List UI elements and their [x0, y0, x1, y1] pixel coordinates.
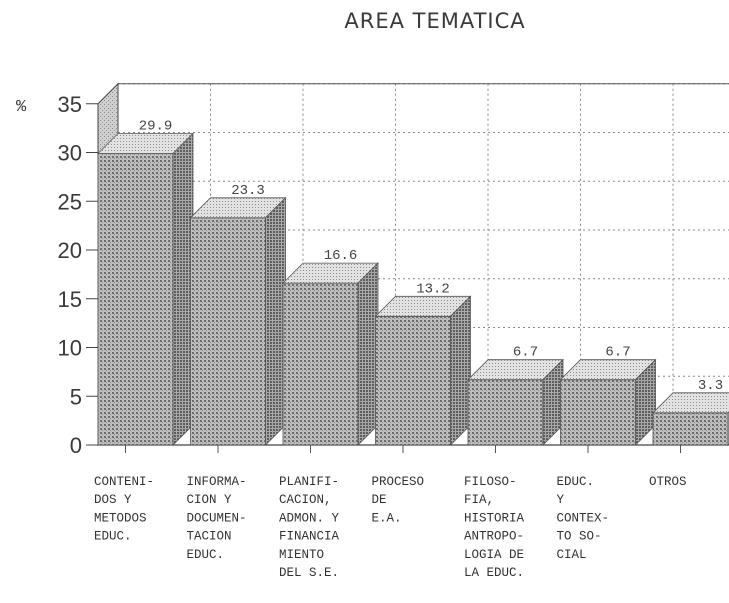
category-label: EDUC. Y CONTEX-TO SO-CIAL — [557, 475, 610, 562]
bar-front — [467, 379, 544, 446]
y-tick-label: 20 — [58, 238, 82, 263]
bar-front — [190, 217, 266, 446]
chart-title: AREA TEMATICA — [344, 9, 525, 33]
bar-value-label: 6.7 — [513, 345, 538, 361]
bar-top — [652, 392, 729, 414]
bar-front — [282, 282, 359, 446]
category-label: CONTENI-DOS Y METODOS EDUC. — [94, 475, 154, 544]
bar-side — [265, 196, 286, 446]
bar — [467, 358, 564, 446]
bar — [374, 295, 472, 446]
category-label: FILOSO-FIA, HISTORIA ANTROPO-LOGIA DE LA ED… — [464, 475, 525, 580]
bar — [559, 358, 657, 446]
y-tick-label: 30 — [58, 141, 82, 166]
y-axis-unit-label: % — [16, 98, 27, 117]
bar-value-label: 16.6 — [324, 248, 358, 264]
value-labels: 29.9 23.3 16.6 13.2 6.7 6.7 3.3 — [139, 118, 723, 393]
y-tick-label: 5 — [70, 384, 82, 409]
bar-front — [375, 315, 451, 446]
y-axis-ticks: 0 5 10 15 20 25 30 35 — [58, 92, 98, 458]
bar — [97, 132, 194, 446]
bar — [282, 262, 379, 446]
bar-value-label: 23.3 — [231, 183, 265, 199]
category-label: OTROS — [649, 475, 687, 489]
bar-front — [652, 412, 729, 446]
y-tick-label: 10 — [58, 336, 82, 361]
bar — [189, 196, 287, 446]
bar-value-label: 29.9 — [139, 118, 173, 134]
y-tick-label: 25 — [58, 189, 82, 214]
category-label: PLANIFI-CACION, ADMON. Y FINANCIA MIENTO DEL… — [279, 475, 340, 580]
bar-side — [172, 132, 194, 446]
y-tick-label: 15 — [58, 287, 82, 312]
bar-value-label: 3.3 — [698, 378, 723, 394]
category-label: PROCESO DE E.A. — [372, 475, 425, 525]
bar-front — [97, 153, 174, 446]
y-tick-label: 35 — [58, 92, 82, 117]
bars — [97, 132, 729, 446]
bar-front — [560, 379, 636, 446]
bar-side — [450, 295, 471, 446]
category-label: INFORMA-CION Y DOCUMEN-TACION EDUC. — [187, 475, 247, 562]
y-tick-label: 0 — [70, 433, 82, 458]
bar-side — [357, 262, 379, 446]
bar — [652, 392, 729, 446]
bar-value-label: 6.7 — [605, 345, 630, 361]
bar-value-label: 13.2 — [416, 281, 450, 297]
